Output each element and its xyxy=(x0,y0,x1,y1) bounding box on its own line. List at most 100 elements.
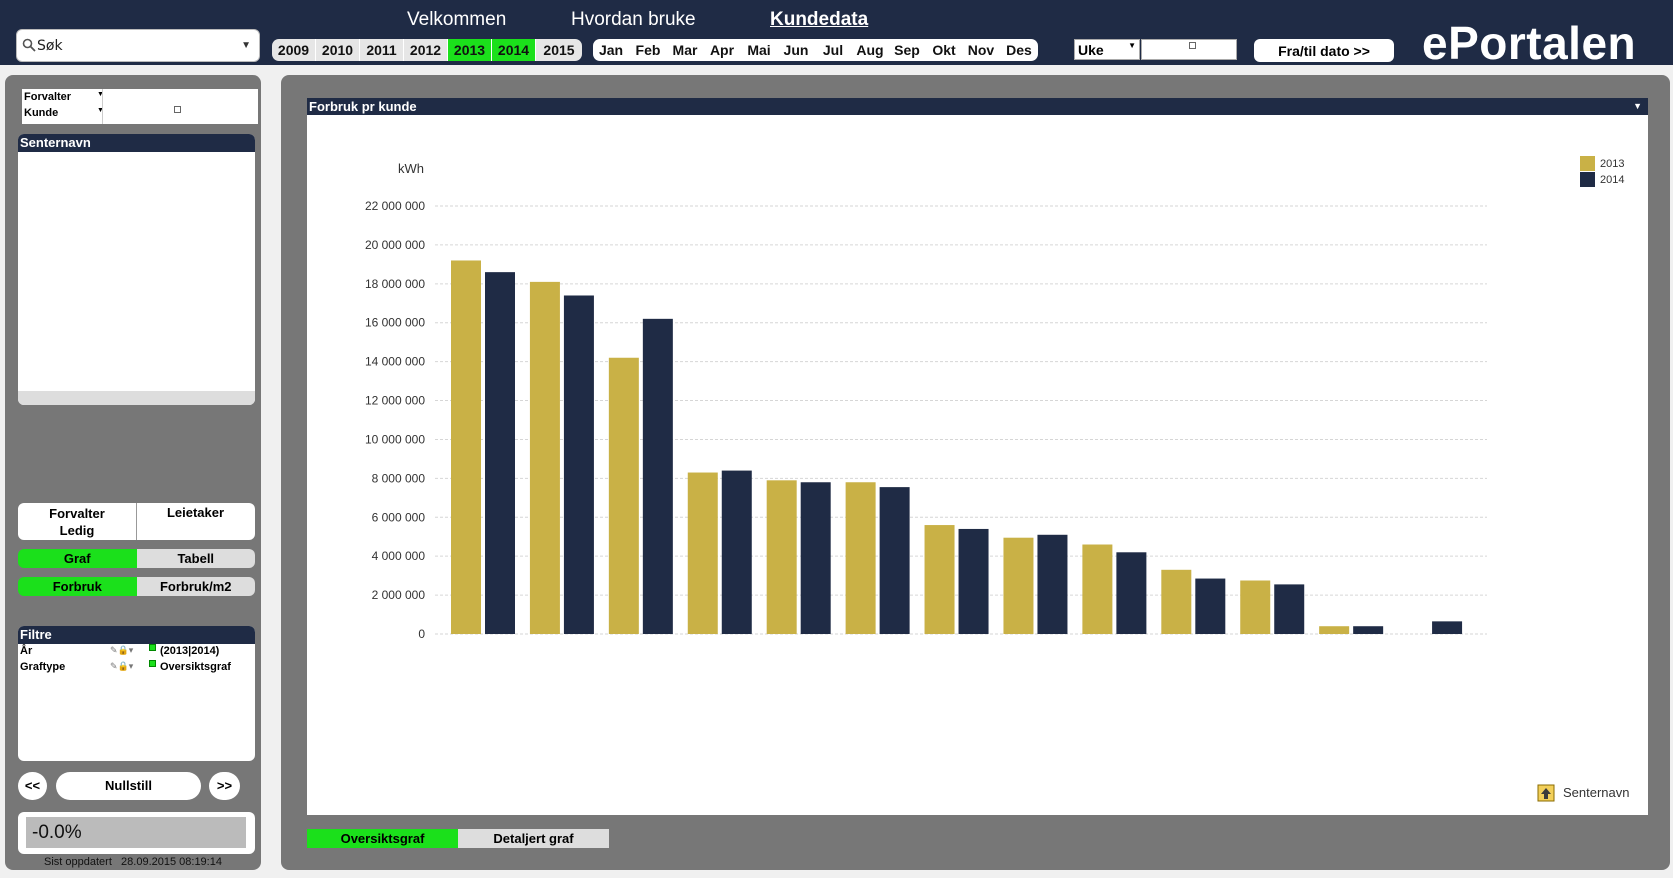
y-tick-label: 4 000 000 xyxy=(372,549,426,563)
y-tick-label: 14 000 000 xyxy=(365,355,425,369)
bar-2013 xyxy=(451,260,481,634)
search-icon xyxy=(22,38,36,52)
search-label: Søk xyxy=(37,38,63,54)
up-arrow-icon-glyph xyxy=(1541,788,1551,799)
forbruk-m2-button[interactable]: Forbruk/m2 xyxy=(136,577,255,596)
bar-2014 xyxy=(563,295,594,634)
bar-2013 xyxy=(845,482,876,634)
main-panel: Forbruk pr kunde ▼ 0 2 000 000 4 000 000 6 … xyxy=(281,75,1670,870)
x-axis-label: Senternavn xyxy=(1563,785,1630,800)
forvalter-field[interactable]: Forvalter ▼ xyxy=(24,91,104,103)
bar-2013 xyxy=(924,525,955,634)
year-2015[interactable]: 2015 xyxy=(543,42,575,58)
role-leietaker[interactable]: Leietaker xyxy=(166,505,225,520)
bar-2013 xyxy=(1319,626,1350,634)
year-2011[interactable]: 2011 xyxy=(360,39,404,61)
role-forvalter-ledig[interactable]: Forvalter Ledig xyxy=(49,506,105,538)
week-label: Uke xyxy=(1078,42,1104,58)
year-2014[interactable]: 2014 xyxy=(492,39,536,61)
year-2010[interactable]: 2010 xyxy=(316,39,360,61)
eraser-icon[interactable]: ✎🔒▾ xyxy=(110,661,134,671)
reset-button[interactable]: Nullstill xyxy=(56,772,201,800)
chevron-down-icon[interactable]: ▼ xyxy=(1633,101,1642,111)
bar-2013 xyxy=(529,281,560,634)
forbruk-button[interactable]: Forbruk xyxy=(18,577,137,596)
status-dot xyxy=(149,660,156,667)
prev-button[interactable]: << xyxy=(18,772,47,800)
week-input[interactable] xyxy=(1141,39,1237,60)
kunde-field[interactable]: Kunde ▼ xyxy=(24,107,104,119)
percent-value: -0.0% xyxy=(26,817,246,848)
divider xyxy=(102,89,103,124)
chart-tabs: Oversiktsgraf Detaljert graf xyxy=(307,829,609,848)
y-tick-label: 0 xyxy=(418,627,425,641)
month-aug[interactable]: Aug xyxy=(852,39,889,61)
y-axis-label: kWh xyxy=(398,161,424,176)
bar-2014 xyxy=(1274,584,1305,634)
bar-2013 xyxy=(687,472,718,634)
kunde-label: Kunde xyxy=(24,107,59,119)
bar-2013 xyxy=(1003,537,1034,634)
month-jul[interactable]: Jul xyxy=(815,39,852,61)
checkbox[interactable] xyxy=(1189,42,1196,49)
month-mar[interactable]: Mar xyxy=(667,39,704,61)
checkbox[interactable] xyxy=(174,106,181,113)
year-selector: 2009 2010 2011 2012 2013 2014 2015 xyxy=(272,39,582,61)
month-jan[interactable]: Jan xyxy=(593,39,630,61)
senternavn-header: Senternavn xyxy=(18,134,255,152)
month-nov[interactable]: Nov xyxy=(963,39,1000,61)
nav-velkommen[interactable]: Velkommen xyxy=(407,9,507,30)
chevron-down-icon[interactable]: ▼ xyxy=(241,40,251,51)
tab-oversiktsgraf[interactable]: Oversiktsgraf xyxy=(307,829,458,848)
month-sep[interactable]: Sep xyxy=(889,39,926,61)
y-tick-label: 20 000 000 xyxy=(365,238,425,252)
month-okt[interactable]: Okt xyxy=(926,39,963,61)
month-des[interactable]: Des xyxy=(1006,42,1032,58)
senternavn-listbox[interactable]: Senternavn xyxy=(18,134,255,405)
status-dot xyxy=(149,644,156,651)
month-feb[interactable]: Feb xyxy=(630,39,667,61)
month-mai[interactable]: Mai xyxy=(741,39,778,61)
bar-2014 xyxy=(879,487,910,634)
filters-header: Filtre xyxy=(18,626,255,644)
chevron-down-icon[interactable]: ▼ xyxy=(1128,41,1136,50)
chevron-down-icon[interactable]: ▼ xyxy=(97,91,104,98)
y-tick-label: 22 000 000 xyxy=(365,199,425,213)
month-selector: Jan Feb Mar Apr Mai Jun Jul Aug Sep Okt … xyxy=(593,39,1038,61)
week-select[interactable]: Uke ▼ xyxy=(1074,39,1140,60)
bar-2014 xyxy=(485,272,515,634)
tabell-button[interactable]: Tabell xyxy=(136,549,255,568)
y-tick-label: 6 000 000 xyxy=(372,510,426,524)
year-2013[interactable]: 2013 xyxy=(448,39,492,61)
bar-2014 xyxy=(1432,621,1463,634)
chart-title: Forbruk pr kunde xyxy=(309,99,417,114)
filter-value-year: (2013|2014) xyxy=(160,645,220,657)
search-box[interactable]: Søk ▼ xyxy=(16,29,260,62)
date-range-button[interactable]: Fra/til dato >> xyxy=(1254,39,1394,62)
y-tick-label: 10 000 000 xyxy=(365,432,425,446)
month-jun[interactable]: Jun xyxy=(778,39,815,61)
bar-2014 xyxy=(958,528,989,634)
bar-2013 xyxy=(608,357,639,634)
nav-hvordan-bruke[interactable]: Hvordan bruke xyxy=(571,9,696,30)
filter-name-year: År xyxy=(20,645,33,657)
chart-header: Forbruk pr kunde ▼ xyxy=(307,98,1648,115)
nav-kundedata[interactable]: Kundedata xyxy=(770,9,869,30)
graf-button[interactable]: Graf xyxy=(18,549,137,568)
y-tick-label: 8 000 000 xyxy=(372,471,426,485)
bar-2014 xyxy=(1037,534,1068,634)
year-2009[interactable]: 2009 xyxy=(272,39,316,61)
divider xyxy=(136,503,137,540)
tab-detaljert-graf[interactable]: Detaljert graf xyxy=(458,829,609,848)
bar-chart: 0 2 000 000 4 000 000 6 000 000 8 000 000 10 … xyxy=(365,156,1630,802)
month-apr[interactable]: Apr xyxy=(704,39,741,61)
scrollbar[interactable] xyxy=(18,391,255,405)
chart-area: 0 2 000 000 4 000 000 6 000 000 8 000 000 10 … xyxy=(307,115,1648,815)
filter-name-graftype: Graftype xyxy=(20,661,66,673)
bar-2014 xyxy=(1353,626,1384,634)
year-2012[interactable]: 2012 xyxy=(404,39,448,61)
last-updated: Sist oppdatert 28.09.2015 08:19:14 xyxy=(44,856,222,868)
eraser-icon[interactable]: ✎🔒▾ xyxy=(110,645,134,655)
next-button[interactable]: >> xyxy=(209,772,240,800)
chevron-down-icon[interactable]: ▼ xyxy=(97,107,104,114)
